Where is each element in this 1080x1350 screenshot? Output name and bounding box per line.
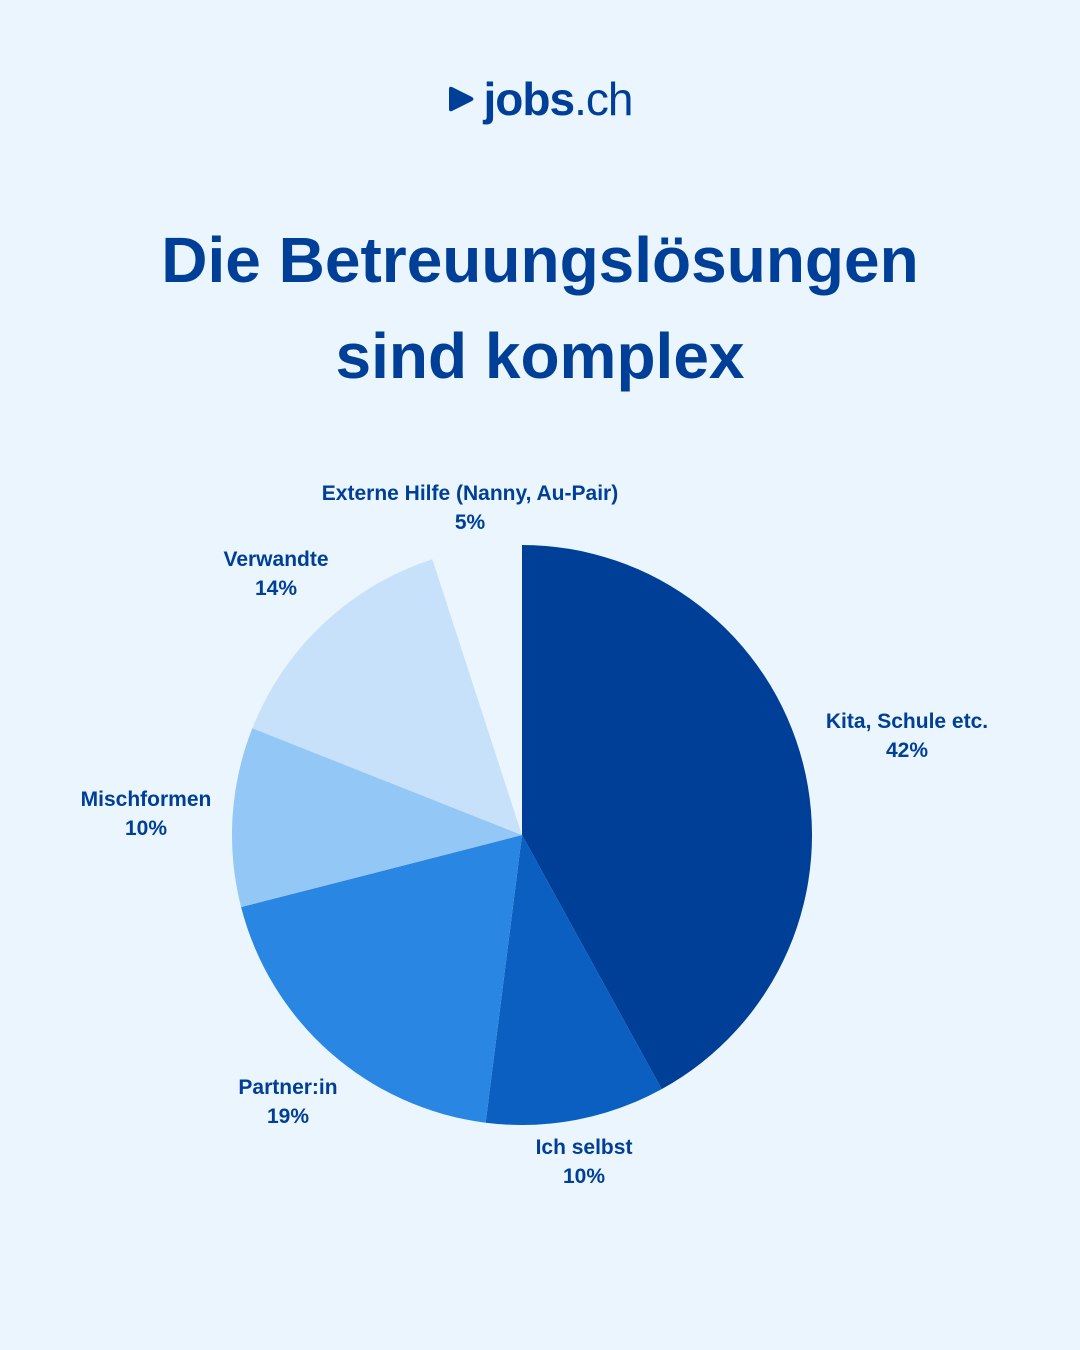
slice-label-value: 42%	[885, 739, 929, 762]
play-triangle-icon	[448, 86, 474, 112]
pie-slice	[432, 545, 522, 835]
slice-label-value: 10%	[562, 1165, 606, 1188]
title-line-1: Die Betreuungslösungen	[161, 224, 919, 296]
slice-label-value: 10%	[124, 817, 168, 840]
pie-slice	[485, 835, 662, 1125]
pie-slice	[522, 545, 813, 1090]
slice-label-name: Ich selbst	[535, 1136, 633, 1159]
slice-label: Partner:in 19%	[238, 1073, 337, 1131]
page-title: Die Betreuungslösungen sind komplex	[0, 212, 1080, 404]
slice-label: Verwandte 14%	[223, 545, 328, 603]
slice-label: Mischformen 10%	[81, 785, 212, 843]
pie-slice	[231, 728, 523, 908]
slice-label-name: Mischformen	[80, 788, 212, 811]
brand-name-bold: jobs	[483, 73, 576, 125]
slice-label-name: Verwandte	[223, 548, 329, 571]
pie-slice	[241, 835, 523, 1123]
slice-label: Externe Hilfe (Nanny, Au-Pair) 5%	[322, 479, 618, 537]
slice-label-name: Kita, Schule etc.	[825, 710, 989, 733]
slice-label-value: 19%	[266, 1105, 310, 1128]
brand-name-suffix: .ch	[574, 73, 633, 125]
title-line-2: sind komplex	[335, 320, 745, 392]
slice-label: Ich selbst 10%	[536, 1133, 633, 1191]
pie-slice	[252, 559, 523, 835]
slice-label-name: Partner:in	[238, 1076, 338, 1099]
slice-label-name: Externe Hilfe (Nanny, Au-Pair)	[321, 482, 619, 505]
slice-label-value: 14%	[254, 577, 298, 600]
slice-label: Kita, Schule etc. 42%	[826, 707, 988, 765]
brand-name: jobs.ch	[483, 72, 634, 126]
slice-label-value: 5%	[454, 511, 486, 534]
brand-logo: jobs.ch	[0, 72, 1080, 126]
